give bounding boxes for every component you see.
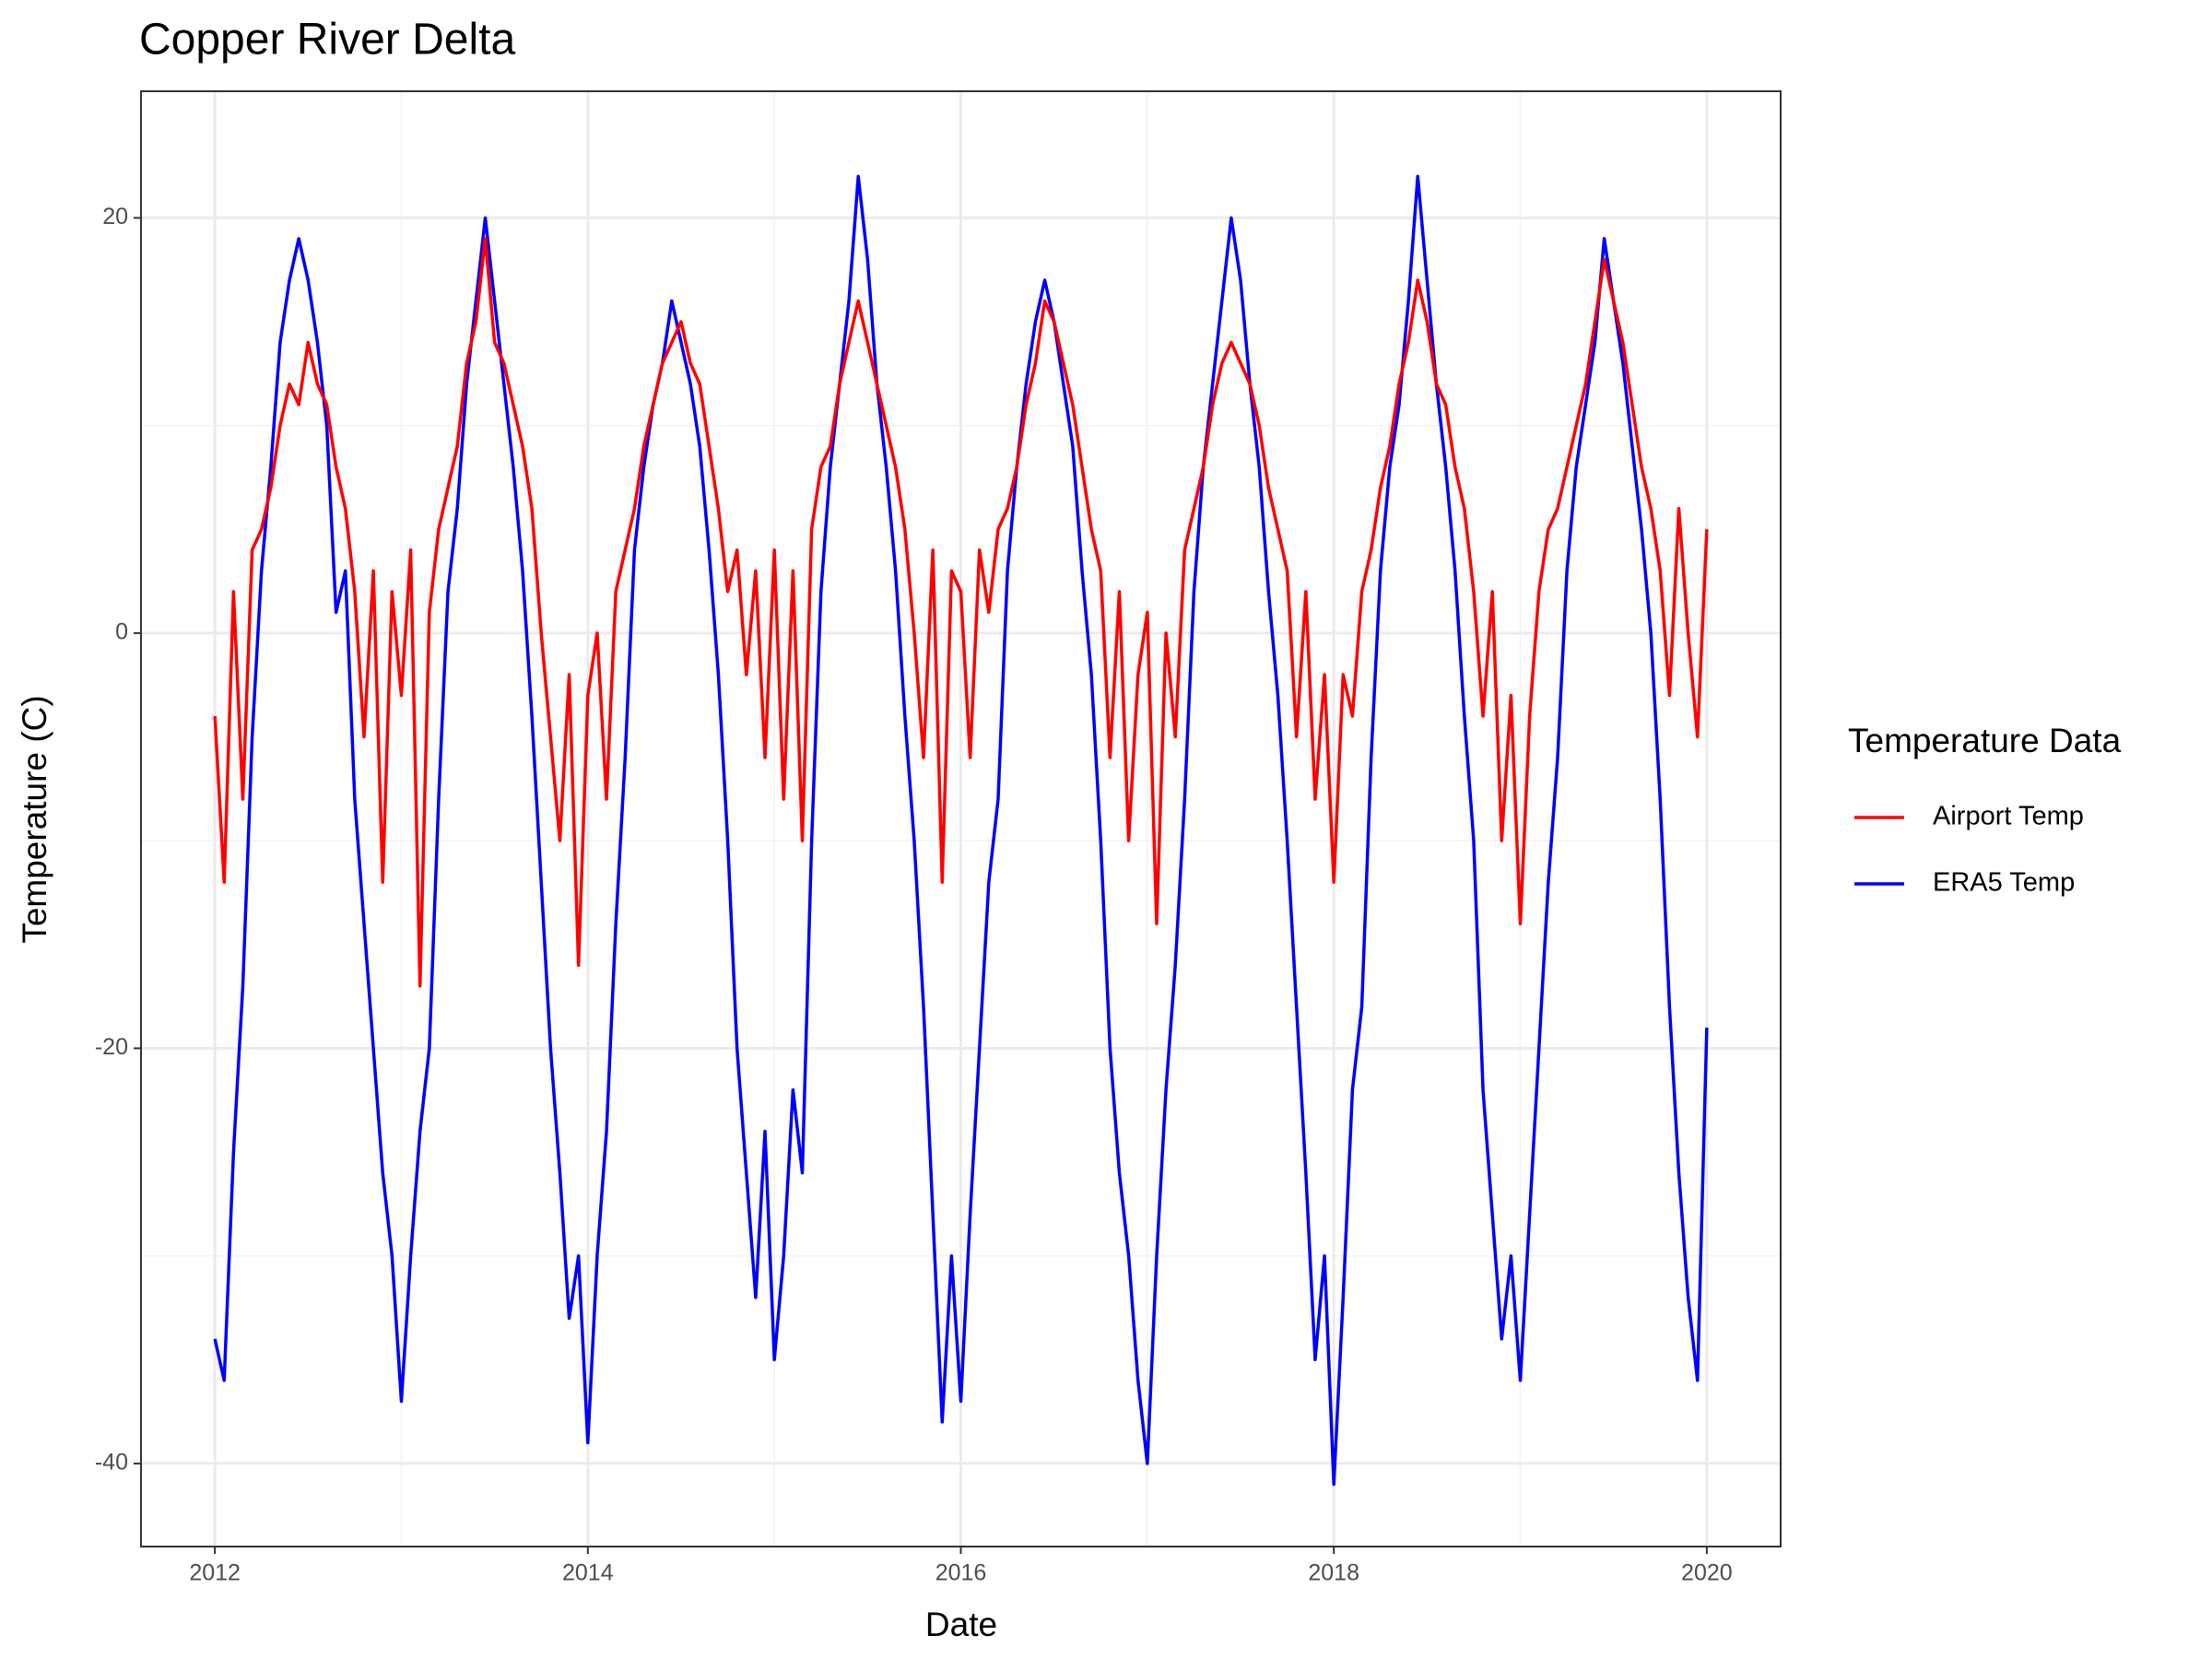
x-tick-label: 2018	[1308, 1560, 1359, 1586]
panel-border	[140, 90, 1782, 1547]
data-line	[213, 237, 1709, 988]
x-axis-label: Date	[925, 1606, 997, 1643]
data-line	[213, 174, 1709, 1487]
legend-label: Airport Temp	[1933, 802, 2084, 831]
x-tick-label: 2014	[562, 1560, 614, 1586]
chart-title: Copper River Delta	[139, 16, 515, 65]
legend-label: ERA5 Temp	[1933, 868, 2075, 898]
y-tick-label: -20	[95, 1034, 128, 1060]
y-axis-label: Temperature (C)	[16, 695, 53, 943]
y-tick-label: 0	[115, 619, 128, 645]
y-tick-label: 20	[102, 204, 128, 229]
legend-title: Temperature Data	[1848, 722, 2122, 759]
x-tick-label: 2020	[1681, 1560, 1733, 1586]
x-tick-label: 2012	[189, 1560, 241, 1586]
y-tick-label: -40	[95, 1450, 128, 1476]
x-tick-label: 2016	[935, 1560, 987, 1586]
